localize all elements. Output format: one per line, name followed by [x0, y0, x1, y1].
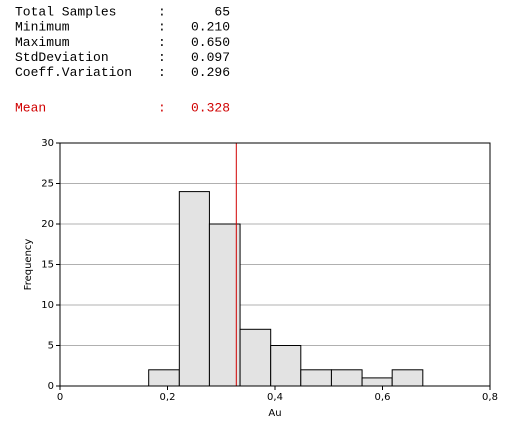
bar — [330, 369, 363, 387]
y-tick-label: 20 — [41, 219, 54, 230]
stat-separator: : — [158, 100, 166, 115]
bar — [300, 369, 332, 387]
stat-label: Total Samples — [15, 4, 116, 19]
x-tick-label: 0,6 — [375, 392, 391, 403]
y-tick-label: 10 — [41, 300, 54, 311]
stat-value: 0.328 — [191, 100, 230, 115]
bar — [391, 369, 424, 387]
y-tick-label: 0 — [48, 381, 54, 392]
x-tick-label: 0,2 — [160, 392, 176, 403]
x-axis-label: Au — [268, 408, 281, 419]
plot-frame — [59, 142, 491, 387]
y-tick-label: 30 — [41, 138, 54, 149]
stat-separator: : — [158, 20, 166, 35]
y-tick-label: 25 — [41, 179, 54, 190]
stat-separator: : — [158, 50, 166, 65]
bar — [270, 345, 302, 387]
stat-value: 0.650 — [191, 35, 230, 50]
stat-separator: : — [158, 65, 166, 80]
stat-value: 0.097 — [191, 50, 230, 65]
bar — [208, 223, 241, 387]
stat-value: 0.210 — [191, 20, 230, 35]
bar — [148, 369, 180, 387]
x-tick-label: 0,8 — [482, 392, 498, 403]
stat-value: 0.296 — [191, 65, 230, 80]
x-tick-label: 0 — [57, 392, 63, 403]
stat-separator: : — [158, 35, 166, 50]
stat-label: Maximum — [15, 35, 70, 50]
y-tick-label: 5 — [48, 341, 54, 352]
stat-label: StdDeviation — [15, 50, 109, 65]
bar — [239, 328, 272, 387]
stat-label: Coeff.Variation — [15, 65, 132, 80]
bar — [178, 191, 210, 387]
stat-label: Mean — [15, 100, 46, 115]
stat-separator: : — [158, 4, 166, 19]
bar — [361, 377, 393, 387]
stat-value: 65 — [214, 4, 230, 19]
stat-label: Minimum — [15, 20, 70, 35]
y-tick-label: 15 — [41, 260, 54, 271]
y-axis-label: Frequency — [23, 239, 34, 291]
x-tick-label: 0,4 — [267, 392, 283, 403]
